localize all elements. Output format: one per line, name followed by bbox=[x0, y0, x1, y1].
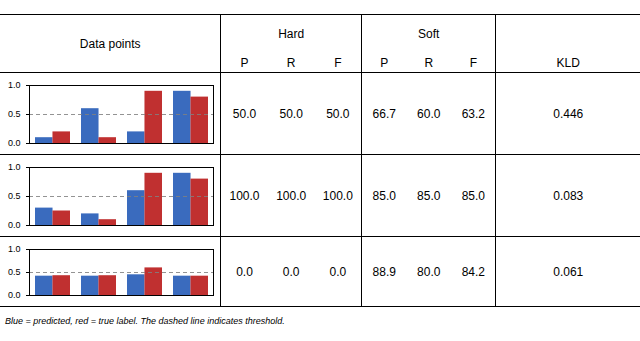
html-text:50.0: 50.0 bbox=[279, 106, 303, 121]
html-text:P: P bbox=[240, 55, 249, 70]
html-text:Hard: Hard bbox=[278, 27, 305, 42]
html-text:0.0: 0.0 bbox=[282, 264, 300, 279]
html-text:0.083: 0.083 bbox=[553, 188, 584, 203]
html-text:Blue = predicted, red = true l: Blue = predicted, red = true label. The … bbox=[5, 316, 285, 326]
html-text:50.0: 50.0 bbox=[326, 106, 350, 121]
html-text:R: R bbox=[286, 55, 296, 70]
html-text:66.7: 66.7 bbox=[372, 106, 396, 121]
svg-text:0.0: 0.0 bbox=[8, 290, 21, 300]
html-text:85.0: 85.0 bbox=[372, 188, 396, 203]
html-text:P: P bbox=[380, 55, 389, 70]
svg-text:0.0: 0.0 bbox=[8, 138, 21, 148]
html-text:85.0: 85.0 bbox=[461, 188, 485, 203]
html-text:50.0: 50.0 bbox=[232, 106, 257, 121]
html-text:Soft: Soft bbox=[418, 27, 440, 42]
svg-text:1.0: 1.0 bbox=[8, 80, 21, 90]
html-text:0.446: 0.446 bbox=[553, 106, 584, 121]
html-text:100.0: 100.0 bbox=[322, 188, 353, 203]
html-text:0.0: 0.0 bbox=[236, 264, 253, 279]
html-text:60.0: 60.0 bbox=[417, 106, 441, 121]
html-text:R: R bbox=[424, 55, 434, 70]
html-text:KLD: KLD bbox=[556, 55, 580, 70]
html-text:F: F bbox=[469, 55, 477, 70]
html-text:100.0: 100.0 bbox=[276, 188, 307, 203]
svg-text:0.5: 0.5 bbox=[8, 267, 21, 277]
html-text:88.9: 88.9 bbox=[372, 264, 396, 279]
html-text:0.0: 0.0 bbox=[329, 264, 347, 279]
svg-text:0.5: 0.5 bbox=[8, 191, 21, 201]
html-text:F: F bbox=[334, 55, 342, 70]
html-text:63.2: 63.2 bbox=[461, 106, 485, 121]
html-text:85.0: 85.0 bbox=[417, 188, 441, 203]
html-text:100.0: 100.0 bbox=[229, 188, 260, 203]
html-text:Data points: Data points bbox=[79, 36, 141, 51]
svg-text:0.5: 0.5 bbox=[8, 109, 21, 119]
html-text:80.0: 80.0 bbox=[417, 264, 441, 279]
html-text:84.2: 84.2 bbox=[461, 264, 485, 279]
svg-text:0.0: 0.0 bbox=[8, 220, 21, 230]
svg-text:1.0: 1.0 bbox=[8, 244, 21, 254]
html-text:0.061: 0.061 bbox=[553, 264, 584, 279]
svg-text:1.0: 1.0 bbox=[8, 162, 21, 172]
